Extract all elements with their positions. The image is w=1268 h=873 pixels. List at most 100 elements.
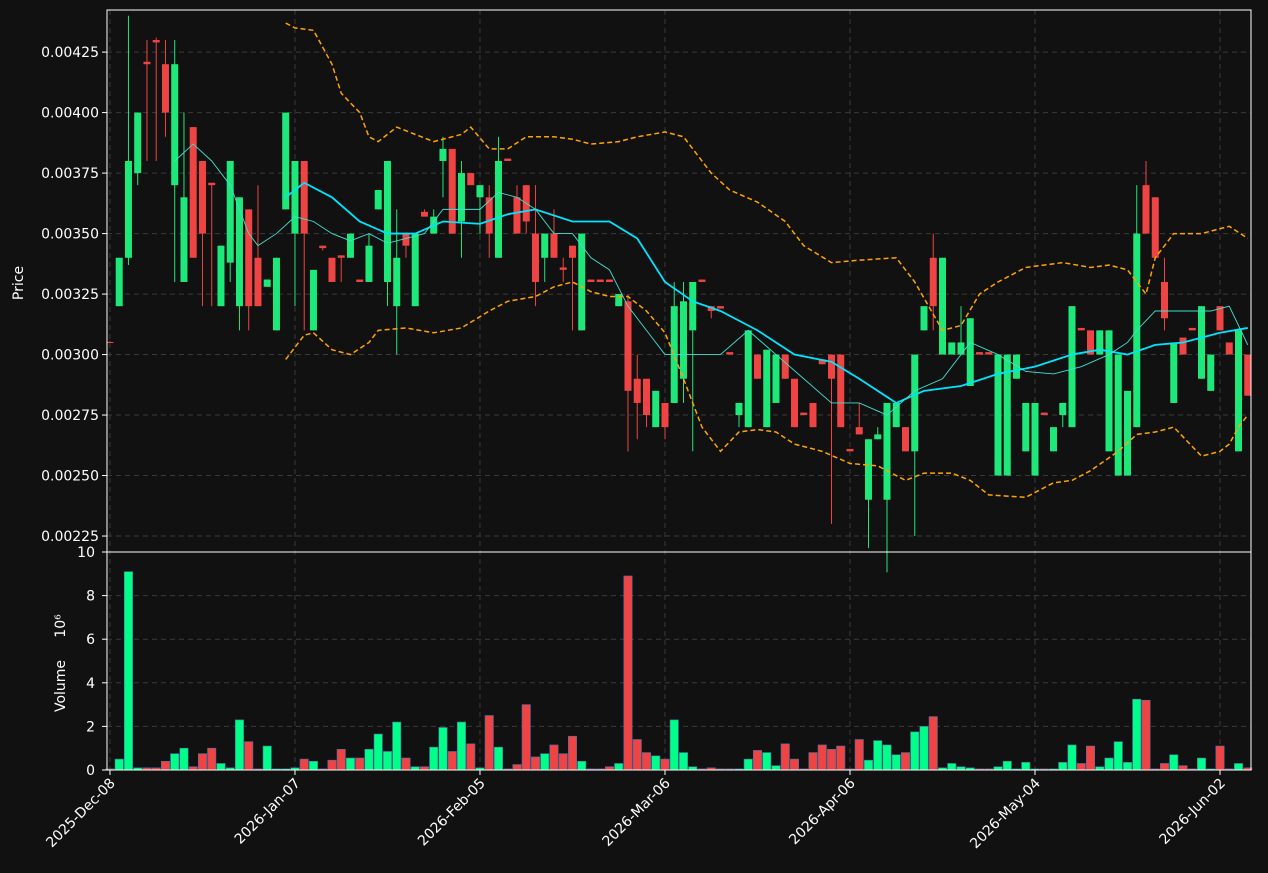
candle-body xyxy=(892,402,900,428)
volume-bar xyxy=(577,760,587,771)
candle-body xyxy=(911,354,919,452)
volume-bar xyxy=(743,758,753,771)
volume-bar xyxy=(1234,763,1244,771)
candle-body xyxy=(485,197,493,234)
y-tick-label: 0.00425 xyxy=(41,45,99,61)
volume-bar xyxy=(336,748,346,771)
candle-body xyxy=(976,352,984,355)
candle-body xyxy=(319,245,327,249)
volume-tick-label: 2 xyxy=(86,719,95,735)
candle-body xyxy=(1068,306,1076,428)
volume-bar xyxy=(817,744,827,771)
candle-body xyxy=(874,434,882,440)
candle-body xyxy=(198,160,206,234)
candle-body xyxy=(217,245,225,307)
volume-bar xyxy=(114,758,124,771)
candle-body xyxy=(161,64,169,113)
volume-bar xyxy=(1067,744,1077,771)
volume-tick-label: 6 xyxy=(86,632,95,648)
candle-body xyxy=(513,197,521,234)
volume-axis-label: Volume xyxy=(53,660,69,712)
volume-bar xyxy=(947,763,957,771)
candle-body xyxy=(800,412,808,416)
volume-bar xyxy=(567,735,577,771)
candle-body xyxy=(365,245,373,282)
candle-body xyxy=(171,64,179,186)
candle-body xyxy=(605,279,613,282)
volume-bar xyxy=(1160,763,1170,771)
volume-bar xyxy=(1123,762,1133,771)
candle-body xyxy=(568,245,576,258)
volume-bar xyxy=(1169,754,1179,771)
candle-body xyxy=(476,185,484,198)
candle-body xyxy=(596,279,604,282)
volume-bar xyxy=(401,757,411,771)
volume-bar xyxy=(1086,745,1096,771)
volume-bar xyxy=(429,746,439,771)
candle-body xyxy=(633,378,641,403)
candle-body xyxy=(531,233,539,282)
candle-body xyxy=(790,378,798,428)
candle-body xyxy=(901,427,909,452)
candle-body xyxy=(929,257,937,307)
volume-bar xyxy=(123,571,133,771)
volume-bar xyxy=(752,750,762,771)
candle-body xyxy=(920,306,928,331)
volume-bar xyxy=(1076,763,1086,771)
candle-body xyxy=(1216,306,1224,331)
candle-body xyxy=(1059,402,1067,416)
candle-body xyxy=(559,267,567,270)
candle-body xyxy=(180,197,188,282)
candle-body xyxy=(1142,185,1150,234)
candle-body xyxy=(615,294,623,307)
candle-body xyxy=(457,173,465,222)
candle-body xyxy=(494,160,502,258)
volume-bar xyxy=(1178,765,1188,771)
candle-body xyxy=(827,354,835,379)
volume-bar xyxy=(882,744,892,771)
candle-body xyxy=(837,354,845,428)
candle-body xyxy=(337,255,345,258)
candle-body xyxy=(985,352,993,355)
candle-body xyxy=(642,378,650,416)
volume-bar xyxy=(308,760,318,771)
candle-body xyxy=(1105,330,1113,452)
candle-body xyxy=(300,160,308,234)
candle-body xyxy=(134,112,142,174)
volume-bar xyxy=(382,751,392,771)
candle-body xyxy=(1096,330,1104,355)
candle-body xyxy=(1087,330,1095,355)
candle-body xyxy=(439,148,447,161)
y-tick-label: 0.00275 xyxy=(41,408,99,424)
candle-body xyxy=(272,257,280,331)
candle-body xyxy=(1124,390,1132,476)
volume-bar xyxy=(669,719,679,771)
volume-bar xyxy=(170,753,180,771)
candle-body xyxy=(374,190,382,210)
candle-body xyxy=(124,160,132,258)
volume-bar xyxy=(826,748,836,771)
volume-bar xyxy=(919,726,929,771)
candle-body xyxy=(356,279,364,282)
candle-body xyxy=(1198,306,1206,379)
volume-bar xyxy=(863,759,873,771)
candle-body xyxy=(689,281,697,331)
candle-body xyxy=(753,354,761,379)
volume-bar xyxy=(651,755,661,771)
volume-bar xyxy=(216,763,226,771)
volume-tick-label: 8 xyxy=(86,589,95,605)
indicator-line xyxy=(285,281,1249,499)
candle-body xyxy=(1170,342,1178,403)
volume-bar xyxy=(234,719,244,771)
candle-body xyxy=(115,257,123,307)
candle-body xyxy=(282,112,290,210)
candle-body xyxy=(541,233,549,258)
candle-body xyxy=(550,233,558,258)
candle-body xyxy=(772,354,780,403)
volume-bar xyxy=(438,727,448,771)
candle-body xyxy=(402,233,410,246)
volume-bar xyxy=(484,715,494,771)
y-tick-label: 0.00400 xyxy=(41,106,99,122)
